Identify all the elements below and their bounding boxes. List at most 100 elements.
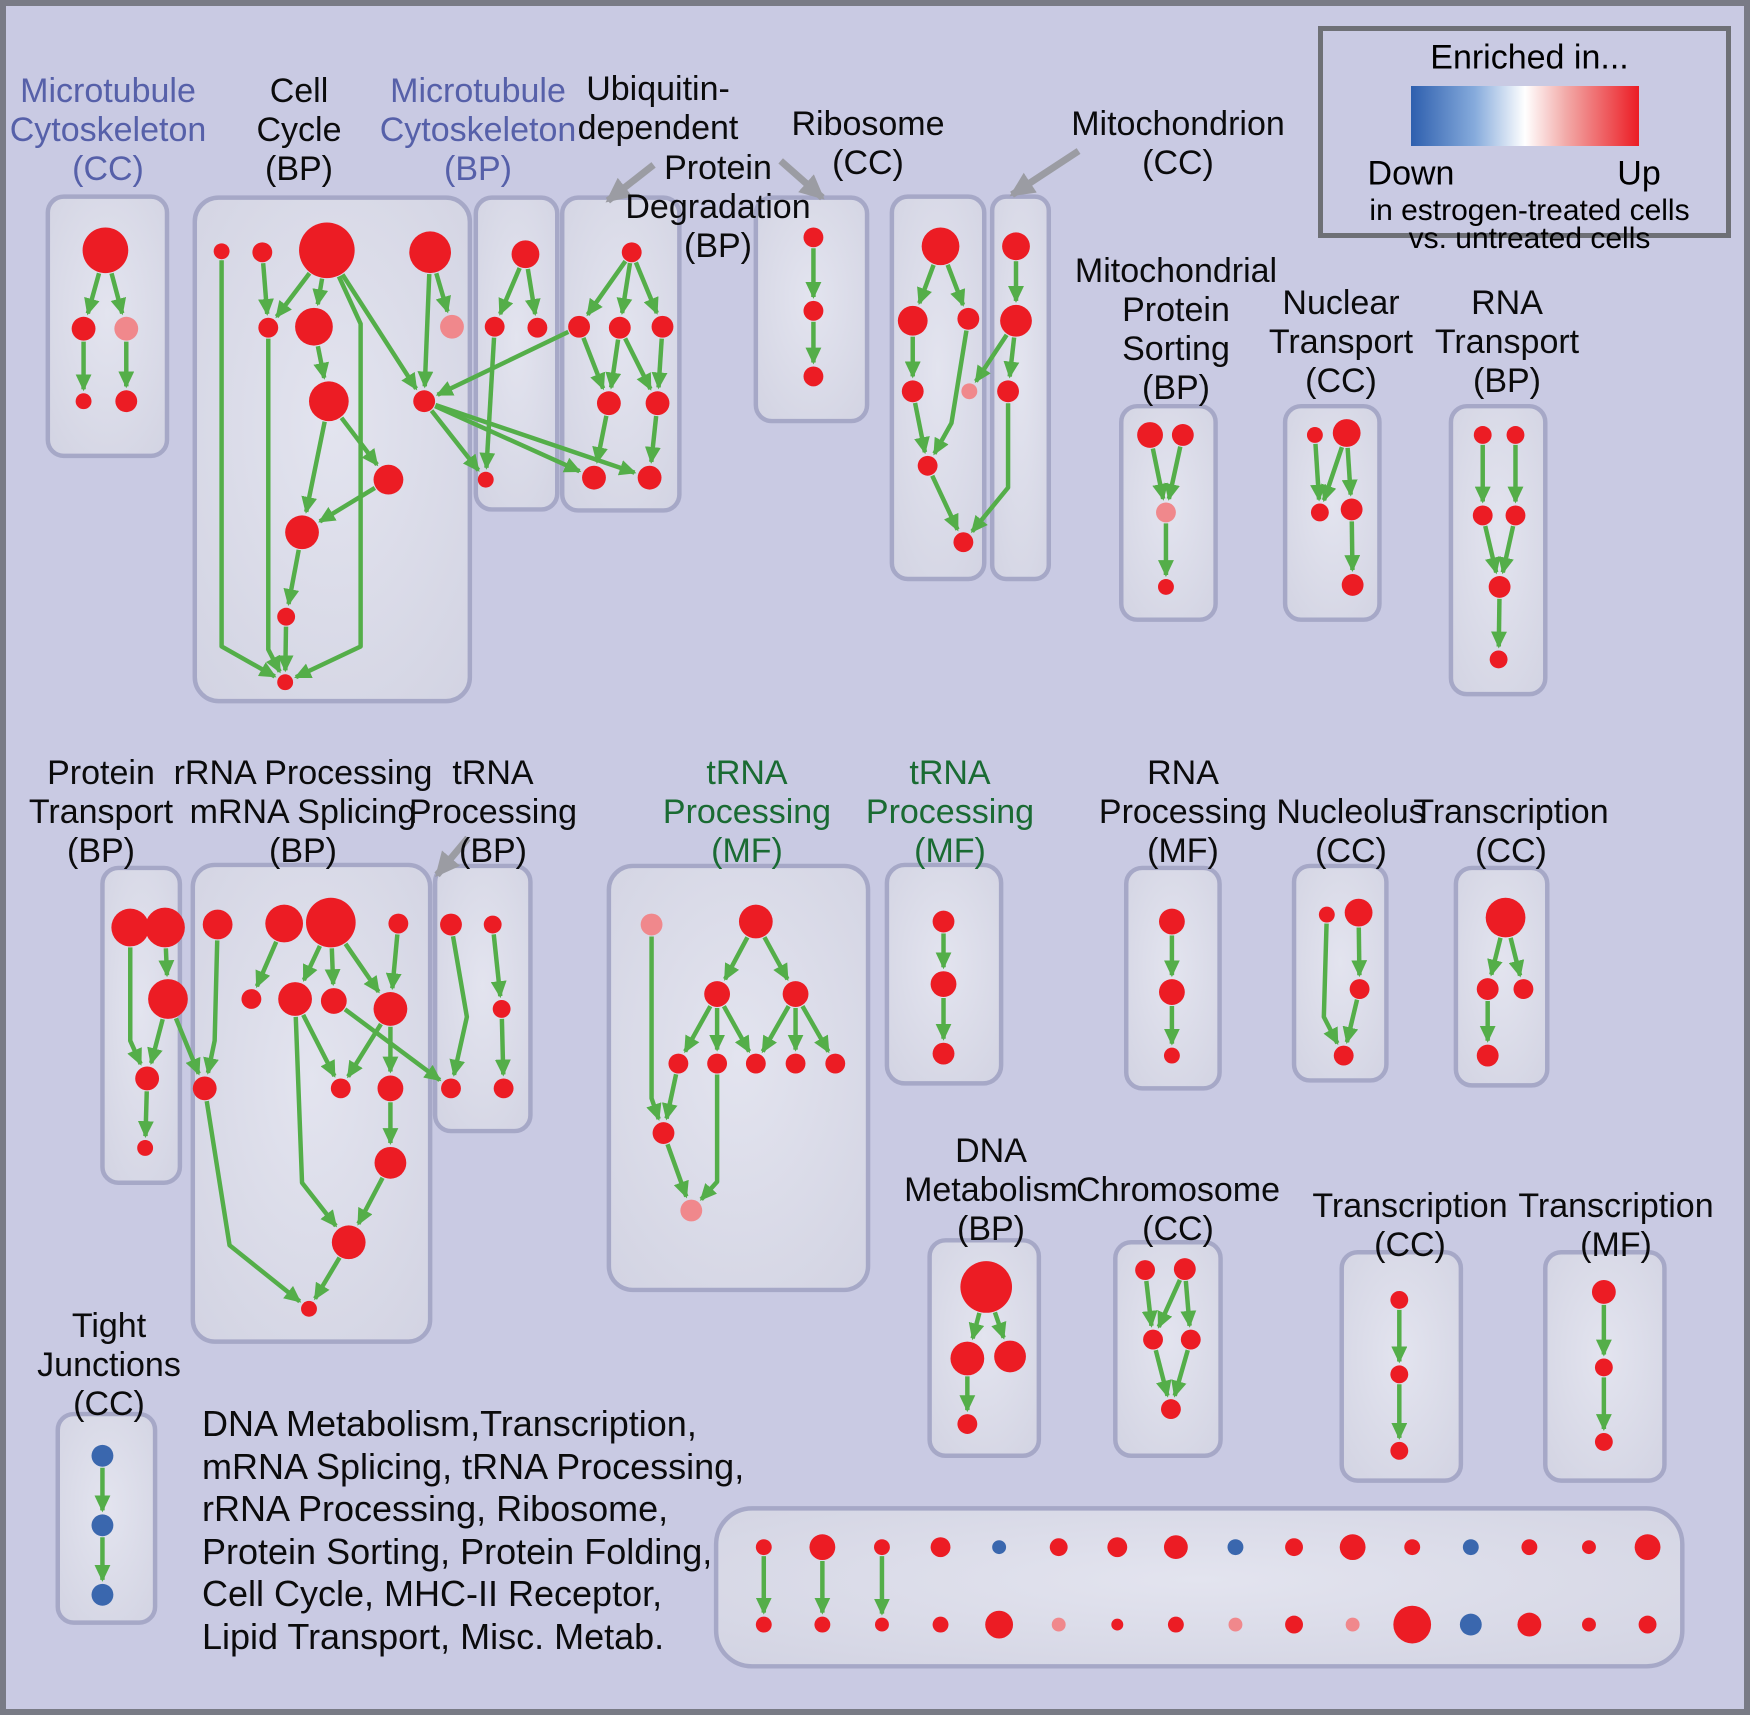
node-rr_n7 xyxy=(301,1300,317,1317)
node-rr_l0 xyxy=(192,1076,217,1101)
edge-dm1-dm2 xyxy=(968,1312,985,1341)
node-bb10-top xyxy=(1339,1534,1366,1561)
edge-mbp1-mbp2 xyxy=(498,267,522,316)
node-cc3 xyxy=(299,222,355,279)
node-rt2 xyxy=(1506,426,1525,444)
legend-down-label: Down xyxy=(1367,154,1455,193)
legend-up-label: Up xyxy=(1617,154,1661,193)
edge-ub1c-ub1f xyxy=(623,337,653,391)
node-rr_t3 xyxy=(306,897,356,948)
node-tm_n1 xyxy=(668,1053,689,1074)
node-t3c3 xyxy=(1390,1441,1409,1460)
legend-subtitle-2: vs. untreated cells xyxy=(1408,222,1651,255)
edge-tm_b-tm_n5 xyxy=(800,1004,831,1054)
node-tc1 xyxy=(1485,897,1526,938)
edge-cc1-cc13 xyxy=(219,260,277,679)
node-tj1 xyxy=(91,1444,114,1467)
edge-rr_l0-rr_n7 xyxy=(204,1100,302,1304)
node-bb1-bottom xyxy=(814,1616,831,1633)
cluster-box-rp xyxy=(1123,865,1222,1091)
edge-mcc1-mcc3 xyxy=(109,272,127,316)
node-rt3 xyxy=(1472,505,1493,526)
edge-ub1b-cc9 xyxy=(435,329,570,397)
node-bb13-bottom xyxy=(1517,1612,1542,1637)
node-tm2a xyxy=(932,910,955,933)
node-t3c1 xyxy=(1390,1290,1409,1309)
node-rp2 xyxy=(1158,979,1185,1005)
node-tr2 xyxy=(483,915,502,934)
node-bb11-bottom xyxy=(1393,1605,1432,1644)
node-rr_m3 xyxy=(320,988,347,1014)
edge-mps1-mps3 xyxy=(1150,448,1168,501)
edge-tm_a-tm_n1 xyxy=(683,1005,713,1054)
edge-ub1b-ub1e xyxy=(581,337,606,391)
node-bb5-bottom xyxy=(1051,1617,1066,1632)
node-mbp3 xyxy=(527,317,548,338)
node-bb12-top xyxy=(1462,1539,1479,1556)
cluster-box-rt xyxy=(1448,403,1548,697)
node-bb4-bottom xyxy=(985,1610,1014,1639)
edge-mbp2-mbp4 xyxy=(479,337,497,470)
node-tm_b xyxy=(782,981,809,1007)
node-tm2c xyxy=(932,1042,955,1065)
node-mit2 xyxy=(1000,304,1032,337)
edge-mps2-mps3 xyxy=(1164,446,1183,501)
node-bb6-top xyxy=(1107,1537,1128,1558)
network-figure-svg xyxy=(45,148,1685,1669)
edge-cc9-mbp4 xyxy=(429,409,481,472)
node-nt5 xyxy=(1341,573,1364,596)
edge-pt1-pt4 xyxy=(127,947,143,1066)
edge-nu3-nu4 xyxy=(1342,999,1360,1045)
edge-dm1-dm3 xyxy=(991,1311,1007,1340)
node-tm_n4 xyxy=(785,1053,806,1074)
node-tr1 xyxy=(440,913,462,936)
node-cc4 xyxy=(409,231,451,274)
edge-cc6-cc8 xyxy=(313,345,330,380)
node-bb3-top xyxy=(930,1537,951,1558)
edge-rr_t4-rr_m4 xyxy=(385,934,402,991)
misc-text-line: Cell Cycle, MHC-II Receptor, xyxy=(202,1573,663,1614)
node-tm_l xyxy=(652,1122,675,1144)
node-bb0-bottom xyxy=(755,1616,772,1633)
misc-text-line: DNA Metabolism,Transcription, xyxy=(202,1403,697,1444)
legend: Enriched in... Down Up in estrogen-treat… xyxy=(1318,26,1731,255)
node-bb9-bottom xyxy=(1285,1615,1303,1634)
node-t3m1 xyxy=(1591,1280,1616,1304)
node-rr_t2 xyxy=(265,904,304,943)
node-cc7 xyxy=(440,314,464,339)
node-rp1 xyxy=(1158,908,1185,935)
node-tj2 xyxy=(91,1514,114,1537)
node-mcc4 xyxy=(75,393,92,410)
edge-rt4-rt5 xyxy=(1498,525,1516,575)
node-ch2 xyxy=(1173,1258,1196,1281)
edge-nu1-nu4 xyxy=(1321,923,1340,1046)
node-ub1b xyxy=(568,315,591,338)
node-ribc xyxy=(957,307,980,330)
cluster-box-dm xyxy=(927,1238,1042,1459)
node-t3m2 xyxy=(1594,1358,1613,1377)
edge-rr_m2-rr_n6 xyxy=(293,1016,338,1228)
node-tc4 xyxy=(1476,1044,1499,1067)
node-nt2 xyxy=(1332,419,1361,447)
node-mps2 xyxy=(1171,424,1194,446)
node-t3m3 xyxy=(1594,1432,1613,1451)
node-mcc5 xyxy=(115,390,138,413)
node-dm3 xyxy=(994,1340,1026,1373)
edge-cc12-cc13 xyxy=(277,626,294,673)
node-ub2b xyxy=(803,300,824,321)
edge-tm_b-tm_n3 xyxy=(760,1004,791,1054)
node-rt4 xyxy=(1505,505,1526,526)
edge-riba-ribb xyxy=(917,264,936,305)
node-bb15-top xyxy=(1634,1534,1661,1561)
node-bb14-bottom xyxy=(1582,1617,1596,1632)
edge-cc9-ub1g xyxy=(434,404,582,474)
edge-rr_t1-rr_l0 xyxy=(203,940,220,1075)
node-bb13-top xyxy=(1521,1539,1538,1556)
edge-pt2-pt3 xyxy=(158,948,175,978)
node-tm_n3 xyxy=(745,1053,766,1074)
edge-rr_m2-rr_l1 xyxy=(301,1013,337,1078)
node-bb5-top xyxy=(1049,1538,1068,1557)
node-bb0-top xyxy=(755,1539,772,1556)
edge-rr_t2-rr_m1 xyxy=(254,940,279,989)
